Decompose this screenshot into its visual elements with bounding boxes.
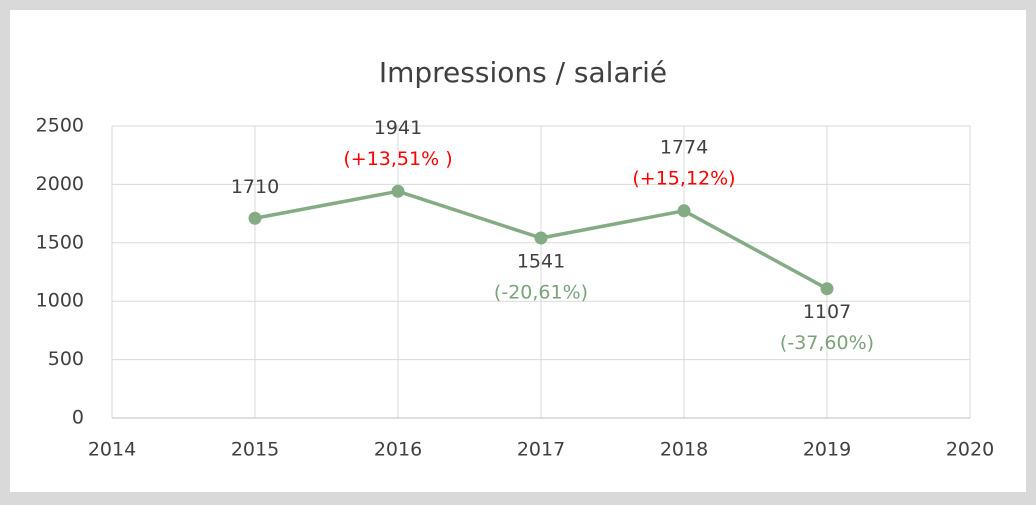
data-label: 1107 — [803, 301, 851, 323]
marker — [534, 231, 548, 245]
y-tick-label: 2500 — [36, 115, 84, 137]
annotation: (+15,12%) — [632, 167, 735, 189]
y-tick-label: 1000 — [36, 290, 84, 312]
y-tick-label: 0 — [72, 407, 84, 429]
data-label: 1710 — [231, 176, 279, 198]
marker — [677, 204, 691, 218]
marker — [820, 282, 834, 296]
x-tick-label: 2017 — [517, 439, 565, 461]
x-tick-label: 2020 — [946, 439, 994, 461]
x-tick-label: 2015 — [231, 439, 279, 461]
data-label: 1941 — [374, 117, 422, 139]
data-label: 1774 — [660, 136, 708, 158]
annotation: (-20,61%) — [494, 282, 588, 304]
annotation: (+13,51% ) — [343, 148, 452, 170]
marker — [248, 211, 262, 225]
x-tick-label: 2016 — [374, 439, 422, 461]
data-label: 1541 — [517, 251, 565, 273]
x-tick-label: 2014 — [88, 439, 136, 461]
x-tick-label: 2019 — [803, 439, 851, 461]
marker — [391, 184, 405, 198]
chart-title: Impressions / salarié — [379, 56, 667, 89]
annotation: (-37,60%) — [780, 332, 874, 354]
y-tick-label: 1500 — [36, 231, 84, 253]
y-tick-label: 500 — [48, 348, 84, 370]
x-tick-label: 2018 — [660, 439, 708, 461]
y-tick-label: 2000 — [36, 173, 84, 195]
chart-panel — [10, 10, 1026, 492]
